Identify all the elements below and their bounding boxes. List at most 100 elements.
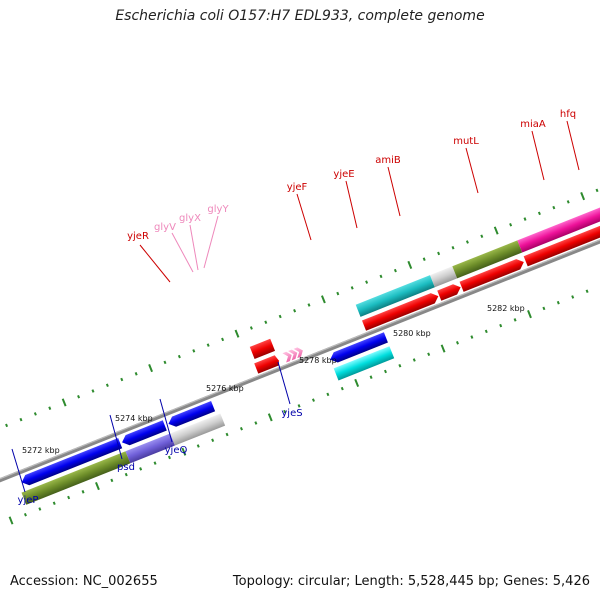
minor-tick xyxy=(470,335,474,339)
minor-tick-row-outer xyxy=(5,188,599,428)
minor-tick xyxy=(77,394,81,399)
genome-backbone xyxy=(0,213,600,488)
gene-arrow-yjeF[interactable] xyxy=(361,291,440,331)
gene-label-yjeE[interactable]: yjeE xyxy=(333,169,354,180)
minor-tick xyxy=(537,211,541,216)
gene-arrow-amiB[interactable] xyxy=(459,257,526,292)
minor-tick xyxy=(23,512,27,517)
minor-tick xyxy=(254,421,258,425)
minor-tick xyxy=(307,303,311,307)
minor-tick xyxy=(293,308,297,313)
minor-tick xyxy=(513,318,517,322)
minor-tick xyxy=(264,320,268,324)
minor-tick xyxy=(153,461,157,465)
minor-tick xyxy=(19,417,23,422)
gene-bar-mutL[interactable] xyxy=(517,204,600,253)
minor-tick xyxy=(249,326,253,330)
minor-tick xyxy=(206,343,210,347)
gene-label-glyX[interactable]: glyX xyxy=(179,213,201,224)
minor-tick xyxy=(451,245,455,250)
minor-tick xyxy=(311,398,315,402)
minor-tick xyxy=(120,377,124,382)
gene-arrow-glyX[interactable] xyxy=(288,348,299,361)
major-tick xyxy=(580,192,586,201)
minor-tick xyxy=(211,438,215,442)
minor-tick xyxy=(110,478,114,483)
minor-tick xyxy=(552,205,556,210)
minor-tick xyxy=(523,217,527,221)
gene-arrow-yjeQ[interactable] xyxy=(166,401,216,429)
minor-tick xyxy=(340,386,344,391)
minor-tick xyxy=(52,501,56,506)
minor-tick xyxy=(139,467,143,471)
genome-title: Escherichia coli O157:H7 EDL933, complet… xyxy=(115,8,485,24)
minor-tick xyxy=(465,240,469,244)
major-tick xyxy=(320,295,326,304)
minor-tick xyxy=(412,358,416,362)
minor-tick xyxy=(369,375,373,379)
minor-tick xyxy=(283,409,287,414)
gene-arrow-glyY[interactable] xyxy=(293,346,305,359)
minor-tick xyxy=(105,383,109,388)
minor-tick xyxy=(221,337,225,342)
gene-arrow-mutL[interactable] xyxy=(523,224,600,267)
major-tick xyxy=(354,378,360,388)
gene-bar-yjeE[interactable] xyxy=(430,266,458,288)
gene-arrow-glyV[interactable] xyxy=(282,350,293,363)
gene-bar-yjeS[interactable] xyxy=(333,346,395,381)
gene-arrow-yjeS[interactable] xyxy=(328,332,388,364)
minor-tick xyxy=(124,472,128,477)
gene-label-glyY[interactable]: glyY xyxy=(207,204,229,215)
gene-arrow-yjeE[interactable] xyxy=(437,282,462,301)
minor-tick xyxy=(48,406,52,410)
major-tick xyxy=(493,226,499,235)
tick-label-5272: 5272 kbp xyxy=(22,446,60,455)
major-tick xyxy=(181,447,187,456)
minor-tick xyxy=(5,423,9,428)
minor-tick xyxy=(177,354,181,359)
gene-label-yjeR[interactable]: yjeR xyxy=(127,231,149,242)
minor-tick xyxy=(167,455,171,460)
minor-tick xyxy=(326,392,330,397)
gene-bar-amiB[interactable] xyxy=(452,240,523,279)
gene-bar-yjeQ[interactable] xyxy=(170,413,226,446)
minor-tick xyxy=(422,257,426,261)
minor-tick xyxy=(278,314,282,319)
minor-tick xyxy=(163,360,167,365)
gene-bar-yjeP[interactable] xyxy=(21,451,131,505)
gene-label-yjeF[interactable]: yjeF xyxy=(287,182,308,193)
accession-text: Accession: NC_002655 xyxy=(10,574,158,589)
tick-label-5278: 5278 kbp xyxy=(299,356,337,365)
gene-label-hfq[interactable]: hfq xyxy=(560,109,576,120)
major-tick xyxy=(440,344,446,353)
gene-bar-psd[interactable] xyxy=(125,433,175,464)
tick-label-5282: 5282 kbp xyxy=(487,304,525,313)
gene-label-amiB[interactable]: amiB xyxy=(375,155,401,166)
gene-label-glyV[interactable]: glyV xyxy=(154,222,176,233)
gene-label-yjeS[interactable]: yjeS xyxy=(281,408,302,419)
minor-tick xyxy=(437,251,441,256)
gene-label-yjeQ[interactable]: yjeQ xyxy=(165,445,188,456)
minor-tick xyxy=(379,274,383,279)
minor-tick xyxy=(365,280,369,284)
minor-tick xyxy=(542,306,546,311)
gene-label-yjeP[interactable]: yjeP xyxy=(18,495,39,506)
tick-label-5276: 5276 kbp xyxy=(206,384,244,393)
genome-stats-text: Topology: circular; Length: 5,528,445 bp… xyxy=(232,574,590,589)
gene-label-psd[interactable]: psd xyxy=(117,462,135,473)
gene-label-mutL[interactable]: mutL xyxy=(453,136,479,147)
minor-tick xyxy=(484,329,488,334)
minor-tick xyxy=(38,507,42,511)
gene-bar-yjeF[interactable] xyxy=(355,275,435,317)
gene-arrow-yjeR[interactable] xyxy=(254,355,280,374)
minor-tick xyxy=(556,300,560,305)
gene-arrow-psd[interactable] xyxy=(120,420,167,447)
minor-tick xyxy=(566,200,570,204)
minor-tick xyxy=(81,490,85,494)
gene-arrow-yjeP[interactable] xyxy=(20,438,123,487)
minor-tick xyxy=(336,291,340,296)
gene-label-layer: yjeR glyV glyX glyY yjeF yjeE amiB mutL … xyxy=(11,109,580,506)
tick-label-layer: 5272 kbp 5274 kbp 5276 kbp 5278 kbp 5280… xyxy=(22,304,525,455)
gene-label-miaA[interactable]: miaA xyxy=(520,119,546,130)
